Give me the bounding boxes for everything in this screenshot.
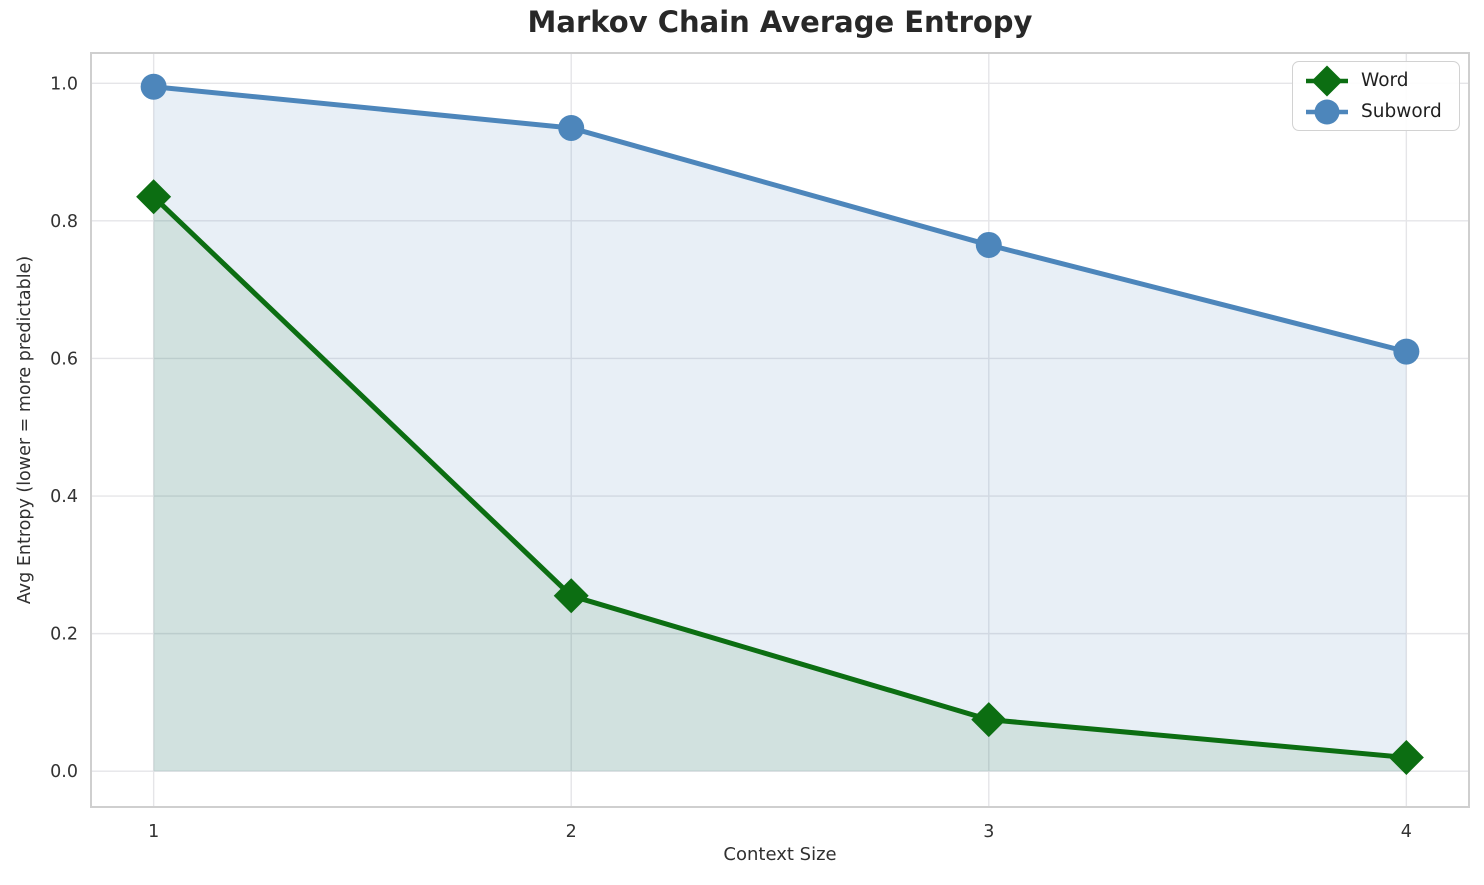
word-marker: [553, 578, 589, 614]
x-tick-label: 4: [1401, 822, 1412, 842]
legend-label-word: Word: [1361, 70, 1409, 91]
plot-border: [90, 52, 1470, 808]
subword-marker: [1393, 338, 1420, 365]
word-marker: [136, 179, 172, 215]
subword-marker: [975, 231, 1002, 258]
subword-area: [153, 86, 1407, 772]
x-tick-label: 2: [566, 822, 577, 842]
chart-title: Markov Chain Average Entropy: [527, 5, 1033, 39]
legend-item-word: Word: [1303, 65, 1449, 96]
y-tick-label: 0.6: [50, 349, 78, 369]
subword-marker: [558, 114, 585, 141]
word-marker: [1388, 739, 1424, 775]
word-marker: [971, 702, 1007, 738]
y-tick-label: 0.0: [50, 762, 78, 782]
y-tick-label: 0.2: [50, 625, 78, 645]
legend-item-subword: Subword: [1303, 96, 1449, 127]
y-tick-label: 0.8: [50, 212, 78, 232]
word-line: [151, 194, 1409, 760]
x-tick-label: 3: [983, 822, 994, 842]
subword-circle-icon: [1306, 99, 1348, 124]
legend-label-subword: Subword: [1361, 101, 1442, 122]
y-tick-label: 1.0: [50, 74, 78, 94]
x-tick-label: 1: [148, 822, 159, 842]
subword-marker: [140, 73, 167, 100]
legend: Word Subword: [1292, 61, 1460, 131]
subword-line: [151, 84, 1409, 355]
word-area: [153, 196, 1407, 772]
y-tick-label: 0.4: [50, 487, 78, 507]
y-axis-label: Avg Entropy (lower = more predictable): [15, 255, 35, 605]
word-diamond-icon: [1306, 65, 1348, 96]
x-axis-label: Context Size: [723, 844, 837, 865]
